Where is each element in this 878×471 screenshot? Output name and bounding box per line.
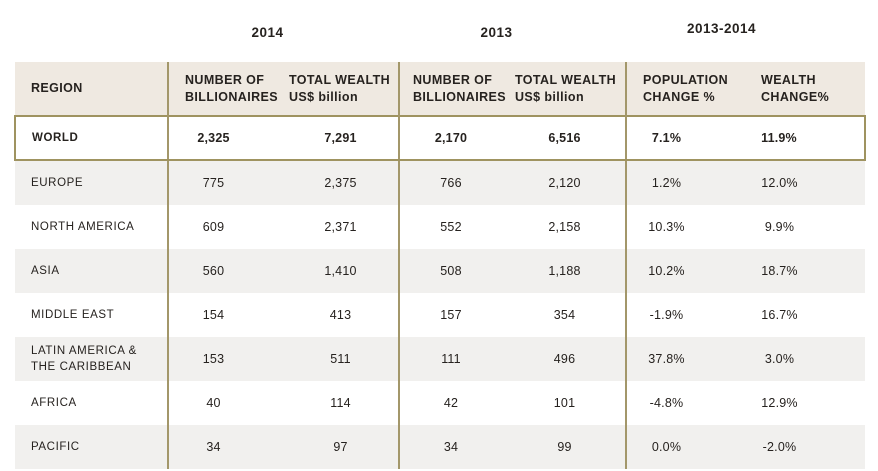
year-label-2014: 2014 bbox=[251, 25, 284, 40]
value-cell: 1,410 bbox=[283, 249, 399, 293]
region-cell: WORLD bbox=[14, 115, 168, 161]
region-cell: AFRICA bbox=[31, 396, 77, 409]
value-cell: 99 bbox=[513, 425, 626, 469]
header-text: CHANGE% bbox=[761, 89, 830, 104]
table-row-latin-america-caribbean: LATIN AMERICA & THE CARIBBEAN 153 511 11… bbox=[15, 337, 865, 381]
year-group-labels: 2014 2013 2013-2014 bbox=[14, 0, 864, 62]
region-cell: MIDDLE EAST bbox=[31, 308, 115, 321]
header-population-change: POPULATION CHANGE % bbox=[625, 62, 745, 116]
value-cell: 766 bbox=[398, 160, 513, 205]
value-cell: -2.0% bbox=[745, 425, 865, 469]
value-cell: 0.0% bbox=[625, 425, 745, 469]
region-cell: PACIFIC bbox=[15, 425, 168, 469]
header-text: POPULATION bbox=[643, 73, 729, 88]
value-cell: 37.8% bbox=[625, 337, 745, 381]
header-billionaires-2014: NUMBER OF BILLIONAIRES bbox=[167, 62, 283, 116]
value-cell: 2,371 bbox=[324, 220, 357, 234]
value-cell: 2,158 bbox=[548, 220, 581, 234]
header-wealth-2014: TOTAL WEALTH US$ billion bbox=[283, 62, 399, 116]
table-row-europe: EUROPE 775 2,375 766 2,120 1.2% 12.0% bbox=[15, 160, 865, 205]
value-cell: 2,375 bbox=[283, 160, 399, 205]
header-region: REGION bbox=[15, 62, 168, 116]
header-text: TOTAL WEALTH bbox=[289, 73, 391, 88]
value-cell: 413 bbox=[329, 308, 352, 322]
header-text: BILLIONAIRES bbox=[413, 89, 506, 104]
value-cell: 154 bbox=[167, 293, 283, 337]
value-cell: 11.9% bbox=[745, 115, 866, 161]
value-cell: 1,188 bbox=[513, 249, 626, 293]
value-cell: 508 bbox=[398, 249, 513, 293]
table-row-pacific: PACIFIC 34 97 34 99 0.0% -2.0% bbox=[15, 425, 865, 469]
year-label-2013: 2013 bbox=[480, 25, 513, 40]
year-label-2013-2014: 2013-2014 bbox=[686, 21, 757, 36]
value-cell: 12.9% bbox=[761, 396, 798, 410]
table-row-africa: AFRICA 40 114 42 101 -4.8% 12.9% bbox=[15, 381, 865, 425]
value-cell: 16.7% bbox=[761, 308, 798, 322]
value-cell: 2,170 bbox=[398, 115, 513, 161]
value-cell: 12.0% bbox=[745, 160, 865, 205]
header-text: REGION bbox=[31, 81, 83, 96]
header-text: TOTAL WEALTH bbox=[515, 73, 617, 88]
header-wealth-change: WEALTH CHANGE% bbox=[745, 62, 865, 116]
value-cell: 7,291 bbox=[283, 115, 399, 161]
header-text: CHANGE % bbox=[643, 89, 715, 104]
value-cell: 34 bbox=[398, 425, 513, 469]
header-wealth-2013: TOTAL WEALTH US$ billion bbox=[513, 62, 626, 116]
value-cell: 34 bbox=[167, 425, 283, 469]
value-cell: 153 bbox=[167, 337, 283, 381]
header-text: NUMBER OF bbox=[185, 73, 265, 88]
value-cell: 775 bbox=[167, 160, 283, 205]
value-cell: 9.9% bbox=[764, 220, 795, 234]
value-cell: -4.8% bbox=[625, 381, 745, 425]
value-cell: 111 bbox=[398, 337, 513, 381]
value-cell: 560 bbox=[167, 249, 283, 293]
table-row-asia: ASIA 560 1,410 508 1,188 10.2% 18.7% bbox=[15, 249, 865, 293]
header-text: US$ billion bbox=[515, 89, 584, 104]
header-text: NUMBER OF bbox=[413, 73, 493, 88]
table-row-middle-east: MIDDLE EAST 154 413 157 354 -1.9% 16.7% bbox=[15, 293, 865, 337]
header-billionaires-2013: NUMBER OF BILLIONAIRES bbox=[398, 62, 513, 116]
region-cell: ASIA bbox=[15, 249, 168, 293]
region-cell: NORTH AMERICA bbox=[31, 220, 135, 233]
region-cell: LATIN AMERICA & THE CARIBBEAN bbox=[15, 337, 168, 381]
value-cell: 552 bbox=[398, 205, 513, 249]
header-text: WEALTH bbox=[761, 73, 816, 88]
value-cell: 114 bbox=[330, 396, 351, 410]
value-cell: 496 bbox=[513, 337, 626, 381]
table-header-row: REGION NUMBER OF BILLIONAIRES TOTAL WEALT… bbox=[15, 62, 865, 116]
value-cell: 10.3% bbox=[625, 205, 745, 249]
value-cell: 157 bbox=[398, 293, 513, 337]
value-cell: 2,325 bbox=[167, 115, 283, 161]
value-cell: 609 bbox=[167, 205, 283, 249]
table-row-north-america: NORTH AMERICA 609 2,371 552 2,158 10.3% … bbox=[15, 205, 865, 249]
value-cell: 18.7% bbox=[745, 249, 865, 293]
value-cell: 101 bbox=[553, 396, 576, 410]
value-cell: 42 bbox=[398, 381, 513, 425]
header-text: US$ billion bbox=[289, 89, 358, 104]
value-cell: 2,120 bbox=[513, 160, 626, 205]
value-cell: 3.0% bbox=[745, 337, 865, 381]
value-cell: 511 bbox=[283, 337, 399, 381]
value-cell: -1.9% bbox=[625, 293, 745, 337]
table-row-world: WORLD 2,325 7,291 2,170 6,516 7.1% 11.9% bbox=[14, 115, 866, 161]
value-cell: 354 bbox=[553, 308, 576, 322]
value-cell: 7.1% bbox=[625, 115, 745, 161]
regions-data-table: REGION NUMBER OF BILLIONAIRES TOTAL WEALT… bbox=[14, 62, 866, 469]
value-cell: 10.2% bbox=[625, 249, 745, 293]
header-text: BILLIONAIRES bbox=[185, 89, 278, 104]
value-cell: 1.2% bbox=[625, 160, 745, 205]
value-cell: 40 bbox=[167, 381, 283, 425]
region-cell: EUROPE bbox=[15, 160, 168, 205]
value-cell: 97 bbox=[283, 425, 399, 469]
value-cell: 6,516 bbox=[513, 115, 626, 161]
